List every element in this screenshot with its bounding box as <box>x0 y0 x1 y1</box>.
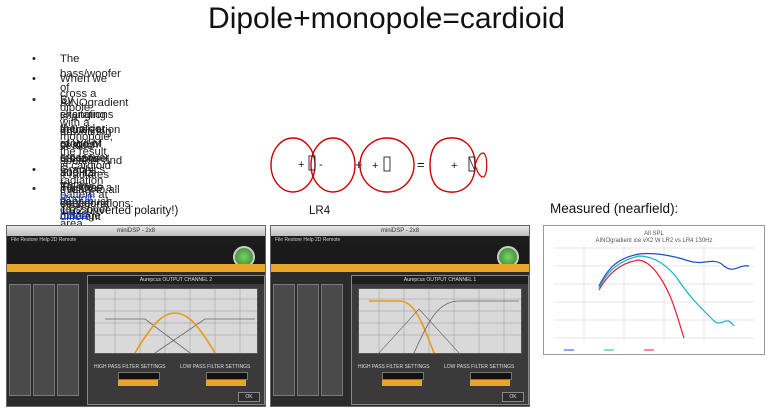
window-titlebar: miniDSP - 2x8 <box>271 226 529 236</box>
channel-strip[interactable] <box>321 284 343 396</box>
crossover-graph <box>358 288 522 354</box>
rudolf-finke-link[interactable]: Rudolf Finke <box>60 193 93 220</box>
bullet-dot: • <box>32 53 36 65</box>
bullet-text: Graphics from Rudolf Finke <box>60 163 105 221</box>
minidsp-window-lr4: miniDSP - 2x8 File Restore Help 2D Remot… <box>270 225 530 407</box>
hp-type-select[interactable] <box>382 380 422 386</box>
ok-button[interactable]: OK <box>238 392 260 402</box>
graph-grid <box>554 246 754 340</box>
graph-subtitle: AINOgradient ice vX2 W LR2 vs LR4 130Hz <box>595 238 712 244</box>
lp-settings-label: LOW PASS FILTER SETTINGS <box>180 364 251 370</box>
lp-freq-field[interactable] <box>206 372 248 380</box>
tab-strip[interactable] <box>7 264 265 272</box>
graphics-prefix: Graphics from <box>60 164 106 191</box>
bullet-text: The bass/woofer of AINOgradient is a dow… <box>60 53 129 210</box>
hp-freq-field[interactable] <box>118 372 160 380</box>
bullet-dot: • <box>32 164 36 176</box>
tab-strip[interactable] <box>271 264 529 272</box>
menu-bar[interactable]: File Restore Help 2D Remote <box>271 236 529 244</box>
bullet-text: equalization of room response! <box>60 124 121 165</box>
lp-type-select[interactable] <box>206 380 246 386</box>
lp-freq-field[interactable] <box>470 372 512 380</box>
bullet-text: When we cross a dipole with a monopole, … <box>60 73 113 230</box>
output-channel-dialog: Aurepcus OUTPUT CHANNEL 2 HIGH PASS FILT… <box>87 275 265 405</box>
slide-title: Dipole+monopole=cardioid <box>208 2 565 35</box>
curve-cyan <box>598 255 735 327</box>
graph-title: All SPL <box>644 231 664 237</box>
config-bar <box>271 244 529 264</box>
curve-blue <box>598 252 750 287</box>
monopole-shape: + <box>359 137 415 193</box>
lr4-label: LR4 <box>309 205 331 217</box>
channel-strip[interactable] <box>9 284 31 396</box>
measured-response-graph: All SPL AINOgradient ice vX2 W LR2 vs LR… <box>543 225 765 355</box>
lp-type-select[interactable] <box>470 380 510 386</box>
bullet-dot: • <box>32 94 36 106</box>
cardioid-shape: + <box>429 137 488 193</box>
window-titlebar: miniDSP - 2x8 <box>7 226 265 236</box>
config-bar <box>7 244 265 264</box>
ok-button[interactable]: OK <box>502 392 524 402</box>
curve-red <box>598 259 685 339</box>
bullet-text: miniDSP configurations: <box>60 183 134 210</box>
dipole-minus: - <box>319 159 323 171</box>
hp-type-select[interactable] <box>118 380 158 386</box>
minidsp-window-lr2: miniDSP - 2x8 File Restore Help 2D Remot… <box>6 225 266 407</box>
channel-strip[interactable] <box>273 284 295 396</box>
hp-settings-label: HIGH PASS FILTER SETTINGS <box>94 364 166 370</box>
dipole-shape: + - <box>270 137 356 193</box>
hp-settings-label: HIGH PASS FILTER SETTINGS <box>358 364 430 370</box>
measured-label: Measured (nearfield): <box>550 201 679 216</box>
equals-operator: = <box>417 157 425 172</box>
monopole-plus: + <box>372 160 378 172</box>
crossover-graph <box>94 288 258 354</box>
channel-strip[interactable] <box>297 284 319 396</box>
lr2-label: LR2 (inverted polarity!) <box>62 205 179 217</box>
channel-strip[interactable] <box>33 284 55 396</box>
bullet-dot: • <box>32 73 36 85</box>
cardioid-plus: + <box>451 160 457 172</box>
dialog-title: Aurepcus OUTPUT CHANNEL 2 <box>88 276 264 284</box>
output-channel-dialog: Aurepcus OUTPUT CHANNEL 1 HIGH PASS FILT… <box>351 275 529 405</box>
cardioid-diagram: + - + + = + <box>270 137 488 193</box>
bullet-dot: • <box>32 183 36 195</box>
channel-strip[interactable] <box>57 284 79 396</box>
menu-bar[interactable]: File Restore Help 2D Remote <box>7 236 265 244</box>
plus-operator: + <box>355 157 363 172</box>
dipole-plus: + <box>298 159 304 171</box>
lp-settings-label: LOW PASS FILTER SETTINGS <box>444 364 515 370</box>
dialog-title: Aurepcus OUTPUT CHANNEL 1 <box>352 276 528 284</box>
hp-freq-field[interactable] <box>382 372 424 380</box>
